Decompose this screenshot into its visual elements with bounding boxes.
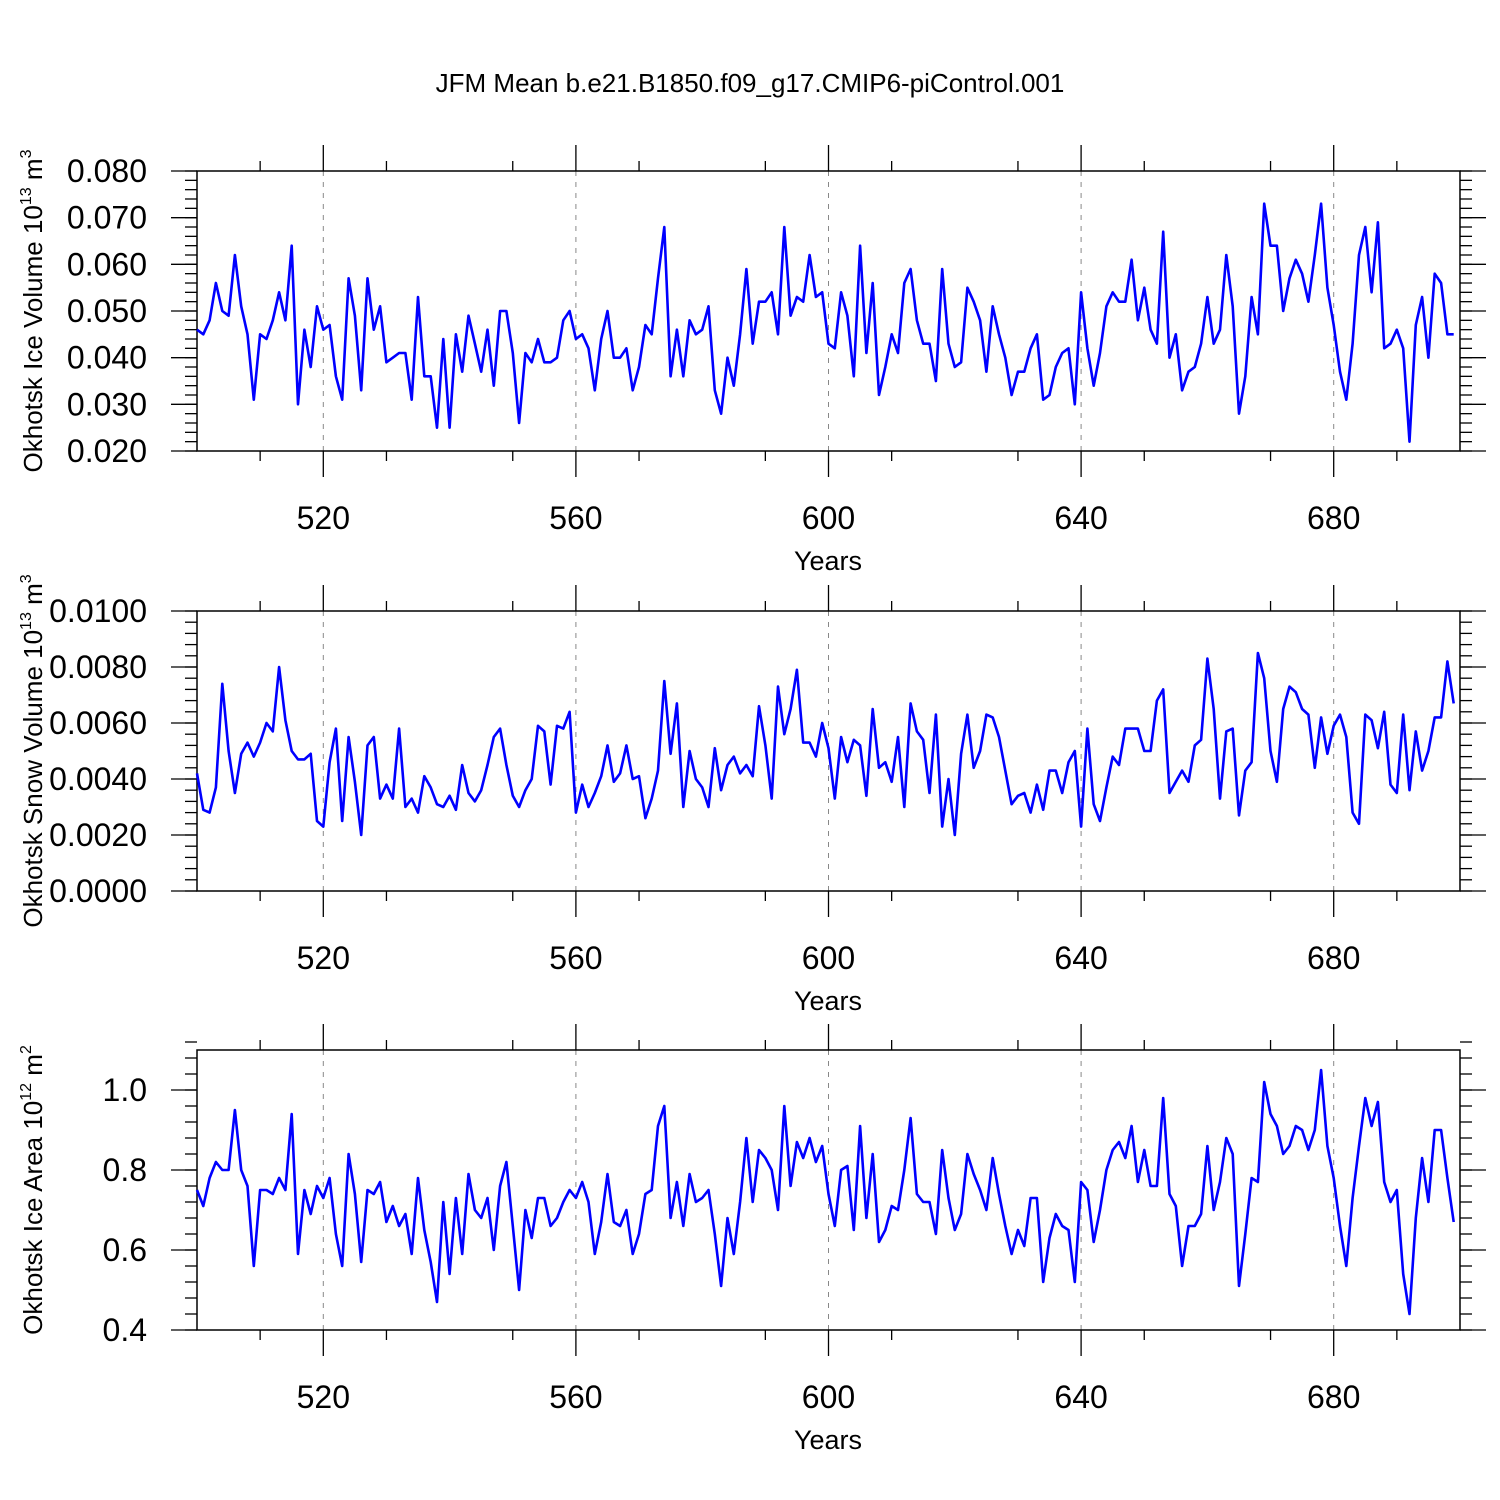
y-tick-label: 0.4 (103, 1312, 147, 1348)
y-tick-label: 0.060 (67, 246, 147, 282)
y-tick-label: 0.020 (67, 433, 147, 469)
panel-ice-area: 520 560 600 640 680 0.4 0.6 0.8 1.0 Years Okhotsk … (18, 1024, 1486, 1455)
x-axis-label: Years (794, 1425, 862, 1455)
x-tick-label: 520 (297, 940, 350, 976)
y-tick-label: 0.080 (67, 153, 147, 189)
series-line-snow-volume (195, 651, 1455, 837)
y-tick-label: 0.050 (67, 293, 147, 329)
x-axis-label: Years (794, 986, 862, 1016)
x-axis-label: Years (794, 546, 862, 576)
chart-title: JFM Mean b.e21.B1850.f09_g17.CMIP6-piCon… (435, 68, 1065, 98)
y-tick-label: 0.0080 (49, 649, 147, 685)
x-tick-label: 600 (802, 500, 855, 536)
y-tick-label: 0.030 (67, 386, 147, 422)
panel-ice-volume: 520 560 600 640 680 0.020 0.030 0.040 0.050 0.060… (18, 145, 1486, 576)
x-tick-label: 520 (297, 1379, 350, 1415)
y-axis-label: Okhotsk Snow Volume 1013 m3 (18, 574, 48, 927)
panel-snow-volume: 520 560 600 640 680 0.0000 0.0020 0.0040 0.0060 0… (18, 574, 1486, 1016)
x-tick-label: 640 (1054, 1379, 1107, 1415)
plot-frame (196, 610, 1461, 892)
y-tick-label: 0.6 (103, 1232, 147, 1268)
y-tick-label: 0.0060 (49, 705, 147, 741)
x-tick-label: 560 (549, 940, 602, 976)
x-tick-label: 560 (549, 1379, 602, 1415)
y-tick-label: 0.0040 (49, 761, 147, 797)
x-tick-label: 520 (297, 500, 350, 536)
y-tick-label: 0.0020 (49, 817, 147, 853)
x-tick-label: 600 (802, 940, 855, 976)
y-tick-label: 1.0 (103, 1072, 147, 1108)
x-tick-label: 680 (1307, 1379, 1360, 1415)
x-tick-label: 560 (549, 500, 602, 536)
y-tick-label: 0.0100 (49, 593, 147, 629)
series-line-ice-volume (196, 202, 1454, 444)
y-axis-label: Okhotsk Ice Volume 1013 m3 (18, 149, 48, 472)
y-axis-label: Okhotsk Ice Area 1012 m2 (18, 1045, 48, 1335)
plot-frame (196, 170, 1461, 452)
x-tick-label: 640 (1054, 500, 1107, 536)
y-tick-label: 0.8 (103, 1152, 147, 1188)
y-tick-label: 0.040 (67, 340, 147, 376)
x-tick-label: 640 (1054, 940, 1107, 976)
y-tick-label: 0.0000 (49, 873, 147, 909)
x-tick-label: 680 (1307, 940, 1360, 976)
x-tick-label: 680 (1307, 500, 1360, 536)
x-tick-label: 600 (802, 1379, 855, 1415)
series-line-ice-area (195, 1068, 1455, 1316)
y-tick-label: 0.070 (67, 200, 147, 236)
